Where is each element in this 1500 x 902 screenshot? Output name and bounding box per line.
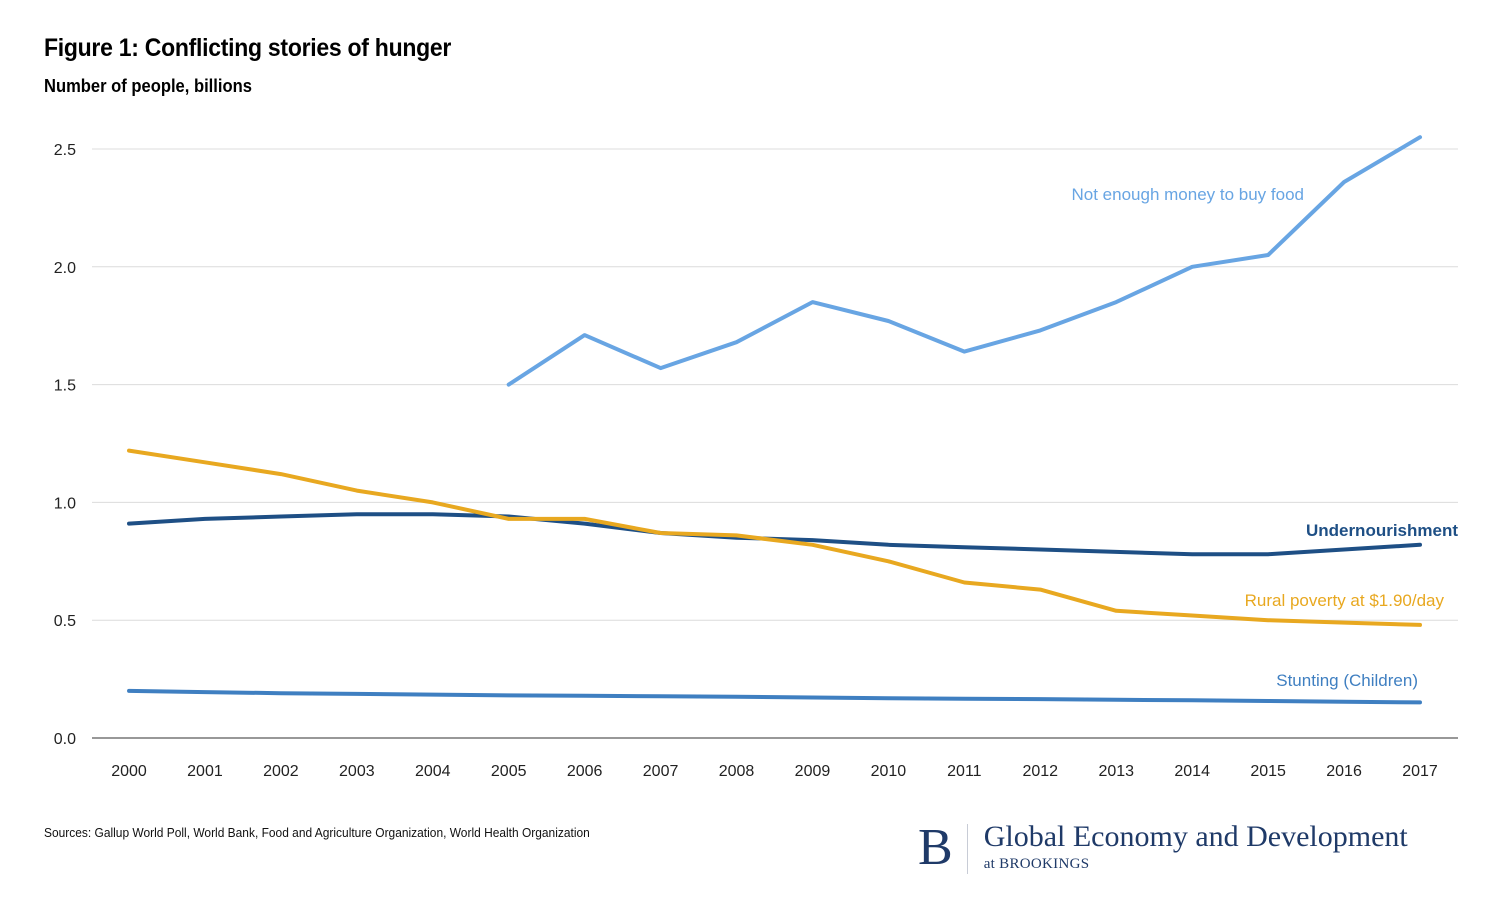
x-tick-label: 2017: [1402, 763, 1438, 780]
logo-main-text: Global Economy and Development: [983, 820, 1408, 853]
y-tick-label: 2.0: [54, 260, 76, 277]
y-tick-label: 1.5: [54, 378, 76, 395]
chart-subtitle: Number of people, billions: [44, 76, 252, 96]
x-tick-label: 2014: [1174, 763, 1210, 780]
series-label: Stunting (Children): [1276, 671, 1418, 690]
series-line-undernourishment: [127, 512, 1422, 557]
x-tick-label: 2004: [415, 763, 451, 780]
x-tick-label: 2016: [1326, 763, 1362, 780]
x-tick-label: 2010: [871, 763, 907, 780]
series-line-not-enough-money-to-buy-food: [506, 135, 1422, 387]
logo-divider: [966, 824, 968, 874]
x-tick-label: 2003: [339, 763, 375, 780]
x-tick-label: 2013: [1098, 763, 1134, 780]
x-tick-label: 2002: [263, 763, 299, 780]
x-tick-label: 2009: [795, 763, 831, 780]
x-tick-label: 2008: [719, 763, 755, 780]
x-tick-label: 2011: [947, 763, 982, 780]
gridlines: [92, 148, 1458, 739]
brookings-logo: B Global Economy and Development at BROO…: [918, 820, 1408, 880]
series-line-rural-poverty-at-1-90-day: [127, 448, 1422, 627]
series-label: Rural poverty at $1.90/day: [1245, 591, 1445, 610]
x-tick-label: 2015: [1250, 763, 1286, 780]
logo-sub-text: at BROOKINGS: [983, 856, 1090, 872]
x-tick-label: 2000: [111, 763, 147, 780]
y-tick-label: 0.0: [54, 731, 76, 748]
y-tick-label: 0.5: [54, 613, 76, 630]
series-label: Not enough money to buy food: [1072, 185, 1305, 204]
series-label: Undernourishment: [1306, 521, 1458, 540]
y-tick-label: 1.0: [54, 495, 76, 512]
x-tick-label: 2001: [187, 763, 223, 780]
series-labels: Not enough money to buy food Undernourish…: [1072, 185, 1459, 690]
x-tick-label: 2007: [643, 763, 679, 780]
series-line-stunting-children: [127, 688, 1422, 705]
series-lines: [127, 135, 1422, 705]
y-tick-label: 2.5: [54, 142, 76, 159]
x-axis-ticks: 2000 2001 2002 2003 2004 2005 2006 2007 2008 2009…: [111, 763, 1438, 780]
logo-letter: B: [918, 819, 953, 876]
sources-note: Sources: Gallup World Poll, World Bank, …: [44, 825, 590, 840]
x-tick-label: 2006: [567, 763, 603, 780]
x-tick-label: 2005: [491, 763, 527, 780]
logo-text: Global Economy and Development at BROOKI…: [984, 820, 1408, 873]
y-axis-ticks: 0.0 0.5 1.0 1.5 2.0 2.5: [54, 142, 76, 748]
chart-title: Figure 1: Conflicting stories of hunger: [44, 34, 452, 62]
x-tick-label: 2012: [1022, 763, 1058, 780]
